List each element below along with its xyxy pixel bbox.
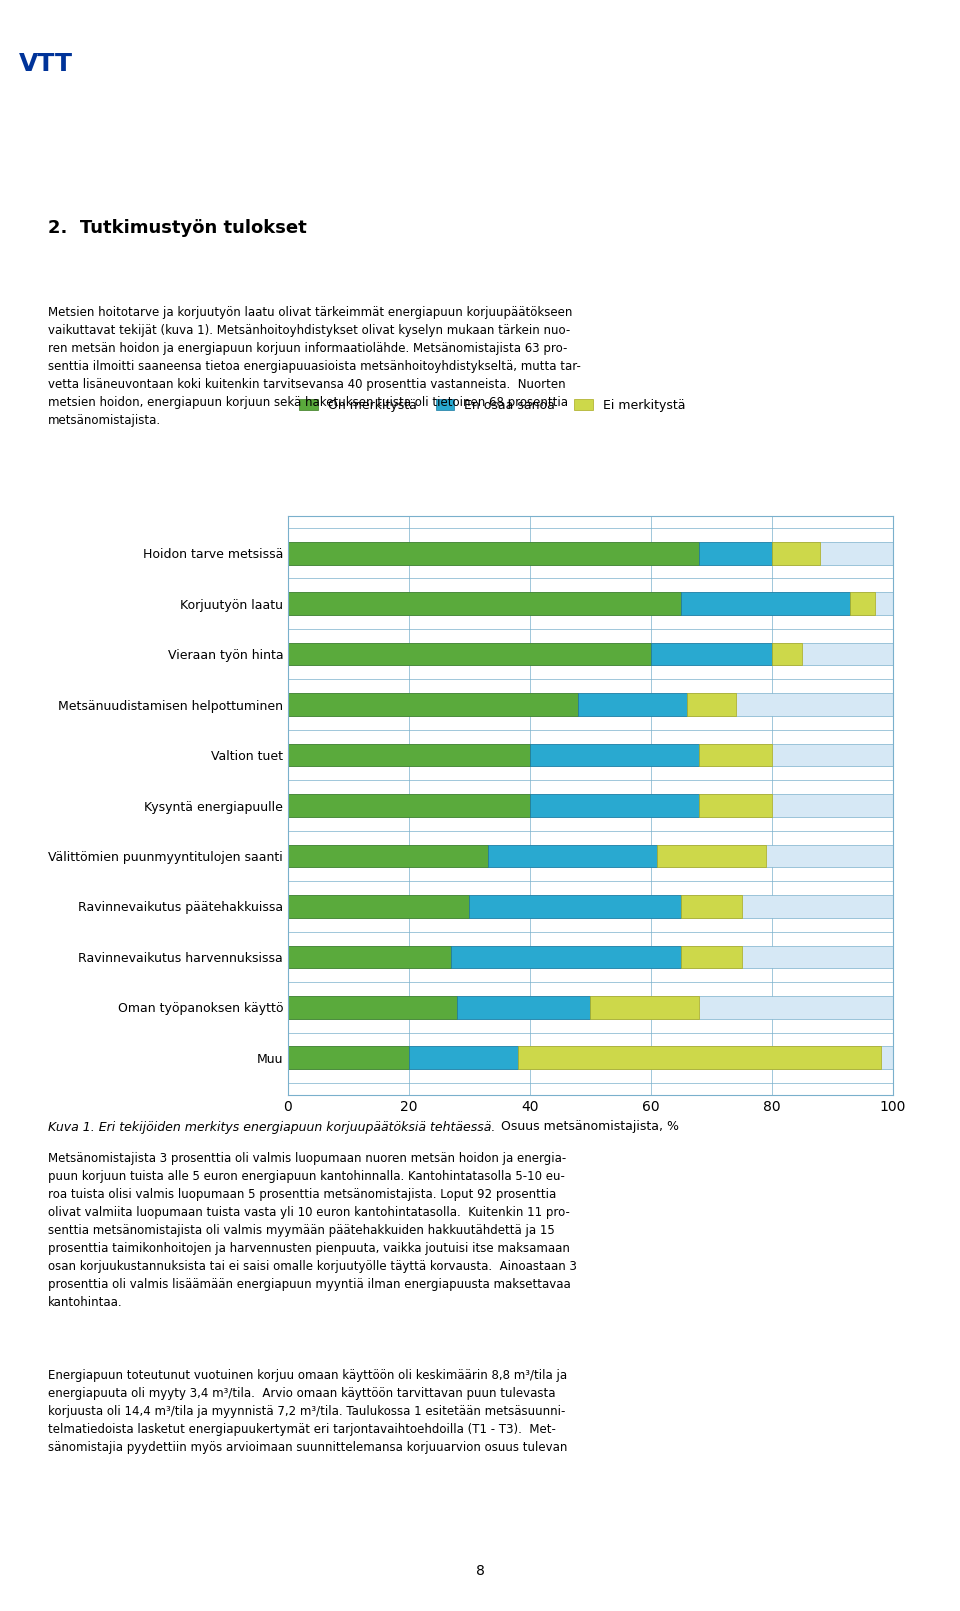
Bar <box>451 946 682 968</box>
Bar <box>288 693 893 715</box>
Bar <box>288 1047 893 1070</box>
Bar <box>657 844 766 867</box>
Bar <box>772 643 803 665</box>
Bar <box>288 794 893 817</box>
Legend: On merkitystä, En osaa sanoa, Ei merkitystä: On merkitystä, En osaa sanoa, Ei merkity… <box>295 395 690 417</box>
Bar <box>590 996 699 1018</box>
Bar <box>288 896 469 918</box>
Text: Kuva 1. Eri tekijöiden merkitys energiapuun korjuupäätöksiä tehtäessä.: Kuva 1. Eri tekijöiden merkitys energiap… <box>48 1121 495 1134</box>
Bar <box>288 794 530 817</box>
Bar <box>699 794 772 817</box>
Bar <box>687 693 735 715</box>
Bar <box>530 744 699 767</box>
Bar <box>651 643 772 665</box>
Bar <box>772 541 820 564</box>
Bar <box>288 996 893 1018</box>
Bar <box>469 896 682 918</box>
Bar <box>288 744 530 767</box>
Bar <box>578 693 687 715</box>
Bar <box>682 896 741 918</box>
Bar <box>288 844 488 867</box>
Bar <box>288 541 699 564</box>
Bar <box>699 541 772 564</box>
Bar <box>517 1047 880 1070</box>
Bar <box>457 996 590 1018</box>
Bar <box>682 593 851 615</box>
Text: Energiapuun toteutunut vuotuinen korjuu omaan käyttöön oli keskimäärin 8,8 m³/ti: Energiapuun toteutunut vuotuinen korjuu … <box>48 1369 567 1455</box>
Bar <box>288 643 651 665</box>
Bar <box>288 1047 409 1070</box>
Text: VTT: VTT <box>19 53 73 76</box>
Text: Metsänomistajista 3 prosenttia oli valmis luopumaan nuoren metsän hoidon ja ener: Metsänomistajista 3 prosenttia oli valmi… <box>48 1152 577 1308</box>
Bar <box>288 593 893 615</box>
Bar <box>682 946 741 968</box>
Bar <box>288 693 578 715</box>
Text: 8: 8 <box>475 1564 485 1577</box>
Bar <box>409 1047 517 1070</box>
Bar <box>288 946 893 968</box>
X-axis label: Osuus metsänomistajista, %: Osuus metsänomistajista, % <box>501 1120 680 1133</box>
Bar <box>699 744 772 767</box>
Bar <box>530 794 699 817</box>
Bar <box>288 593 682 615</box>
Bar <box>488 844 657 867</box>
Bar <box>288 643 893 665</box>
Text: 2.  Tutkimustyön tulokset: 2. Tutkimustyön tulokset <box>48 219 307 237</box>
Bar <box>288 896 893 918</box>
Bar <box>288 744 893 767</box>
Bar <box>288 844 893 867</box>
Bar <box>851 593 875 615</box>
Bar <box>288 946 451 968</box>
Bar <box>288 541 893 564</box>
Text: Metsien hoitotarve ja korjuutyön laatu olivat tärkeimmät energiapuun korjuupäätö: Metsien hoitotarve ja korjuutyön laatu o… <box>48 306 581 427</box>
Bar <box>288 996 457 1018</box>
